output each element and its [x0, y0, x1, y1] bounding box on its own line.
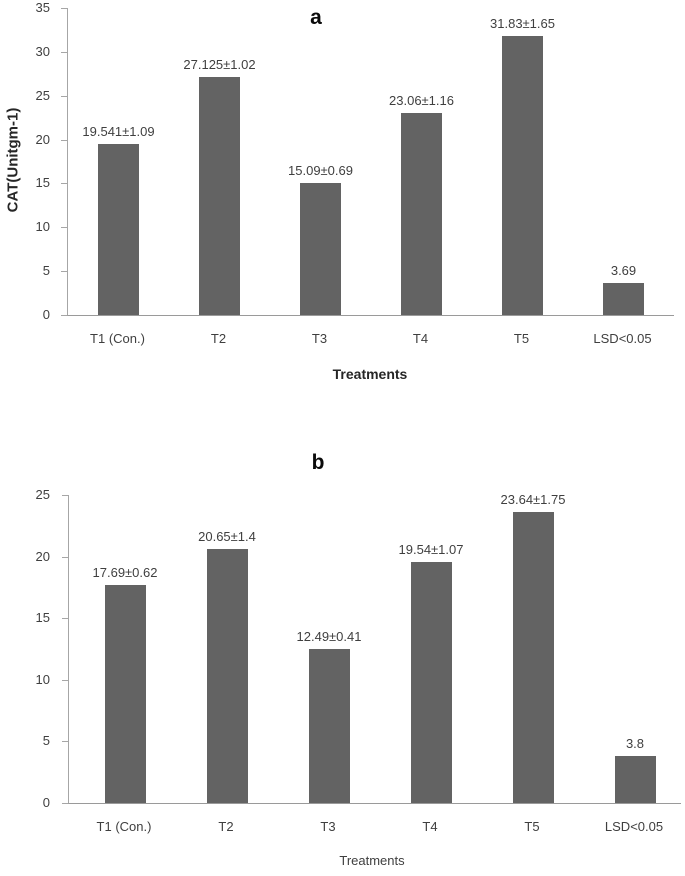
value-label-LSD<0.05: 3.69 [610, 262, 637, 278]
y-tick-mark-5 [62, 741, 68, 743]
y-tick-mark-15 [62, 618, 68, 620]
value-label-T5: 23.64±1.75 [500, 491, 566, 507]
plot-area-a: 19.541±1.09 27.125±1.02 15.09±0.69 23.06±1.… [67, 8, 674, 316]
value-label-T5: 31.83±1.65 [490, 15, 555, 31]
y-tick-mark-0 [62, 803, 68, 804]
value-label-T4: 23.06±1.16 [389, 92, 454, 108]
category-label-T4: T4 [412, 331, 429, 346]
category-label-T4: T4 [422, 819, 438, 834]
value-label-T3: 15.09±0.69 [288, 162, 353, 178]
category-label-T2: T2 [218, 819, 234, 834]
value-label-T4: 19.54±1.07 [398, 542, 464, 558]
y-tick-label-30: 30 [35, 43, 50, 59]
bar-LSD<0.05 [614, 756, 656, 803]
chart-panel-b: b POD(Unit.g,m-1) 17.69±0.6220.65±1.412.… [0, 448, 685, 876]
y-tick-label-0: 0 [42, 307, 50, 322]
bar-T4 [410, 562, 452, 803]
panel-b-title: b [311, 451, 325, 474]
panel-a-title: a [310, 6, 322, 29]
x-axis-title-a: Treatments [332, 366, 408, 382]
y-tick-mark-25 [61, 95, 67, 97]
y-tick-label-5: 5 [42, 733, 50, 749]
y-tick-mark-30 [61, 51, 67, 53]
y-tick-label-35: 35 [35, 0, 50, 15]
bar-T1 (Con.) [104, 585, 146, 803]
y-tick-label-25: 25 [35, 87, 50, 103]
y-tick-mark-20 [61, 139, 67, 141]
y-tick-mark-10 [62, 679, 68, 681]
y-tick-mark-15 [61, 183, 67, 185]
value-label-LSD<0.05: 3.8 [625, 736, 645, 752]
y-tick-mark-25 [62, 495, 68, 496]
category-label-T3: T3 [311, 331, 328, 346]
y-tick-mark-35 [61, 8, 67, 9]
y-tick-label-20: 20 [35, 548, 50, 564]
y-tick-label-15: 15 [35, 610, 50, 626]
value-label-T1 (Con.): 19.541±1.09 [82, 123, 155, 139]
y-tick-mark-5 [61, 271, 67, 273]
y-tick-label-15: 15 [35, 175, 50, 191]
value-label-T2: 20.65±1.4 [198, 528, 256, 544]
y-tick-label-20: 20 [35, 131, 50, 147]
category-label-T1 (Con.): T1 (Con.) [90, 331, 145, 346]
y-tick-mark-10 [61, 227, 67, 229]
y-tick-mark-20 [62, 556, 68, 558]
bar-T5 [502, 35, 543, 315]
y-axis-title-cat: CAT(Unitgm-1) [4, 107, 22, 213]
y-tick-label-25: 25 [35, 487, 50, 502]
category-label-T5: T5 [513, 331, 530, 346]
value-label-T3: 12.49±0.41 [296, 629, 362, 645]
bar-T2 [199, 77, 240, 315]
y-tick-label-5: 5 [42, 263, 50, 279]
bar-T1 (Con.) [98, 143, 139, 315]
category-label-T1 (Con.): T1 (Con.) [96, 819, 152, 834]
value-label-T2: 27.125±1.02 [183, 57, 256, 73]
category-label-LSD<0.05: LSD<0.05 [604, 819, 664, 834]
plot-area-b: 17.69±0.62 20.65±1.4 12.49±0.41 19.54±1.07 2… [68, 491, 681, 804]
bar-T2 [206, 548, 248, 803]
y-tick-label-10: 10 [35, 219, 50, 235]
bar-LSD<0.05 [603, 282, 644, 315]
chart-panel-a: a CAT(Unitgm-1) 19.541±1.09 27.125±1.02 15… [0, 0, 685, 430]
y-tick-mark-0 [61, 315, 67, 316]
bar-T5 [512, 511, 554, 803]
x-axis-title-b: Treatments [339, 853, 405, 868]
y-tick-label-10: 10 [35, 671, 50, 687]
y-tick-label-0: 0 [42, 795, 50, 810]
category-label-T5: T5 [524, 819, 540, 834]
bar-T3 [300, 182, 341, 315]
category-label-LSD<0.05: LSD<0.05 [593, 331, 652, 346]
bar-T3 [308, 649, 350, 803]
category-label-T2: T2 [210, 331, 227, 346]
category-label-T3: T3 [320, 819, 336, 834]
bar-T4 [401, 112, 442, 315]
value-label-T1 (Con.): 17.69±0.62 [92, 565, 158, 581]
